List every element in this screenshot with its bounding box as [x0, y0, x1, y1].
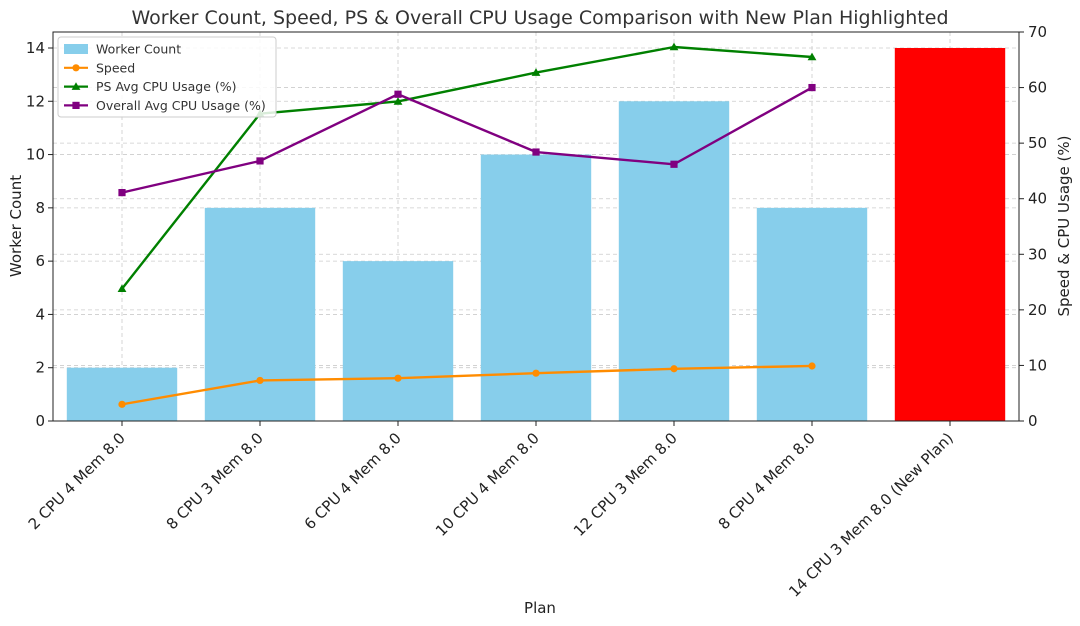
- worker-count-bar: [342, 261, 454, 421]
- y2-tick-label: 40: [1028, 190, 1047, 208]
- x-tick-label: 8 CPU 4 Mem 8.0: [715, 429, 819, 533]
- y2-tick-label: 10: [1028, 356, 1047, 374]
- legend-swatch: [64, 44, 88, 54]
- y2-tick-label: 0: [1028, 412, 1038, 430]
- series-point: [393, 97, 403, 105]
- y2-tick-label: 60: [1028, 79, 1047, 97]
- series-point: [808, 83, 816, 92]
- y-axis-ticks: 0 2 4 6 8 10 12 14: [26, 39, 53, 430]
- legend-marker: [72, 101, 80, 109]
- series-point: [532, 369, 540, 377]
- series-point: [256, 376, 264, 385]
- series-line: [121, 86, 813, 194]
- x-tick-label: 10 CPU 4 Mem 8.0: [432, 429, 543, 540]
- y-tick-label: 6: [35, 252, 45, 270]
- series-point: [670, 365, 678, 373]
- x-tick-label: 6 CPU 4 Mem 8.0: [301, 429, 405, 533]
- y-tick-label: 8: [35, 199, 45, 217]
- series-point: [669, 42, 679, 51]
- y-tick-label: 0: [35, 412, 45, 430]
- x-axis-ticks: 2 CPU 4 Mem 8.0 8 CPU 3 Mem 8.0 6 CPU 4 Me…: [25, 421, 957, 601]
- y-tick-label: 10: [26, 146, 45, 164]
- x-axis-label: Plan: [524, 599, 556, 617]
- series-line: [121, 45, 813, 290]
- series-point: [807, 52, 817, 61]
- legend-label: Speed: [96, 60, 135, 75]
- new-plan-bar: [894, 47, 1006, 422]
- y2-axis-ticks: 0 10 20 30 40 50 60 70: [1019, 23, 1047, 430]
- series-point: [394, 90, 402, 98]
- series-2: [118, 83, 816, 197]
- legend-box: [57, 36, 277, 118]
- series-point: [117, 284, 127, 293]
- y2-axis-label: Speed & CPU Usage (%): [1055, 136, 1073, 317]
- series-point: [531, 68, 541, 76]
- y-tick-label: 14: [26, 39, 45, 57]
- series-line: [121, 364, 813, 406]
- series-point: [118, 400, 126, 408]
- x-tick-label: 14 CPU 3 Mem 8.0 (New Plan): [785, 429, 957, 601]
- series-point: [118, 189, 126, 197]
- worker-count-bar: [480, 154, 592, 421]
- series-point: [532, 148, 540, 156]
- line-layer: [117, 42, 817, 408]
- x-tick-label: 12 CPU 3 Mem 8.0: [570, 429, 681, 540]
- legend-label: Overall Avg CPU Usage (%): [96, 98, 266, 113]
- y-tick-label: 12: [26, 92, 45, 110]
- y-axis-label: Worker Count: [7, 175, 25, 277]
- series-point: [256, 157, 264, 165]
- y2-tick-label: 50: [1028, 134, 1047, 152]
- legend-marker: [72, 64, 80, 72]
- chart-title: Worker Count, Speed, PS & Overall CPU Us…: [132, 7, 949, 29]
- y2-tick-label: 70: [1028, 23, 1047, 41]
- series-0: [118, 362, 816, 408]
- series-point: [670, 160, 678, 168]
- worker-count-bar: [66, 367, 178, 421]
- legend-label: PS Avg CPU Usage (%): [96, 79, 237, 94]
- legend: Worker Count Speed PS Avg CPU Usage (%) Ove…: [57, 36, 277, 118]
- y2-tick-label: 20: [1028, 301, 1047, 319]
- worker-count-bar: [204, 207, 316, 421]
- worker-count-bar: [756, 207, 868, 421]
- legend-marker: [71, 82, 81, 90]
- legend-label: Worker Count: [96, 42, 181, 57]
- y-tick-label: 4: [35, 305, 45, 323]
- worker-count-bar: [618, 101, 730, 421]
- series-point: [808, 362, 816, 370]
- x-tick-label: 2 CPU 4 Mem 8.0: [25, 429, 129, 533]
- series-point: [394, 374, 402, 382]
- bar-layer: [66, 47, 1006, 422]
- y-tick-label: 2: [35, 359, 45, 377]
- x-tick-label: 8 CPU 3 Mem 8.0: [163, 429, 267, 533]
- y2-tick-label: 30: [1028, 245, 1047, 263]
